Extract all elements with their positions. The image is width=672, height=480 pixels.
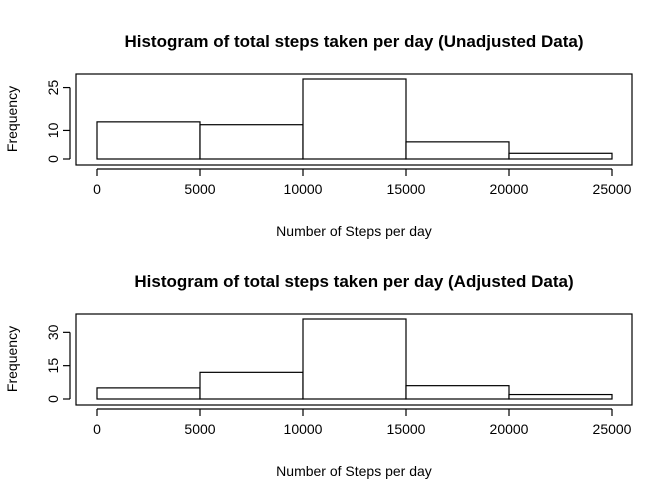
x-axis: 0 5000 10000 15000 20000 25000 [93,408,632,437]
chart-title: Histogram of total steps taken per day (… [124,32,583,51]
y-tick-label: 30 [45,324,61,340]
histogram-bar [302,78,407,160]
bar-group [96,78,613,160]
y-tick-label: 0 [45,395,61,403]
y-axis: 0 15 30 [45,324,71,403]
y-axis-label: Frequency [4,326,20,392]
y-axis: 0 10 25 [45,80,71,163]
histogram-bar [96,121,201,160]
bar-group [96,318,613,400]
histogram-bar [199,371,304,400]
histogram-panel-unadjusted: Histogram of total steps taken per day (… [4,32,633,239]
x-tick-label: 25000 [593,421,632,437]
y-tick-label: 25 [45,80,61,96]
x-tick-label: 10000 [284,181,323,197]
y-tick-label: 0 [45,155,61,163]
x-tick-label: 5000 [184,181,215,197]
y-axis-label: Frequency [4,86,20,152]
histogram-bar [508,393,613,400]
histogram-bar [508,152,613,160]
histogram-bar [405,141,510,160]
histogram-bar [405,385,510,400]
x-tick-label: 0 [93,421,101,437]
x-tick-label: 10000 [284,421,323,437]
x-tick-label: 20000 [490,421,529,437]
x-tick-label: 5000 [184,421,215,437]
y-tick-label: 10 [45,122,61,138]
plot-frame [75,313,633,406]
histogram-bar [199,124,304,160]
plot-frame [75,73,633,166]
x-tick-label: 20000 [490,181,529,197]
histogram-bar [96,387,201,400]
y-tick-label: 15 [45,358,61,374]
x-tick-label: 15000 [387,421,426,437]
x-axis-label: Number of Steps per day [276,463,432,479]
x-tick-label: 15000 [387,181,426,197]
chart-title: Histogram of total steps taken per day (… [134,272,573,291]
x-axis-label: Number of Steps per day [276,223,432,239]
histogram-bar [302,318,407,400]
x-tick-label: 0 [93,181,101,197]
histogram-panel-adjusted: Histogram of total steps taken per day (… [4,272,633,479]
x-tick-label: 25000 [593,181,632,197]
x-axis: 0 5000 10000 15000 20000 25000 [93,168,632,197]
